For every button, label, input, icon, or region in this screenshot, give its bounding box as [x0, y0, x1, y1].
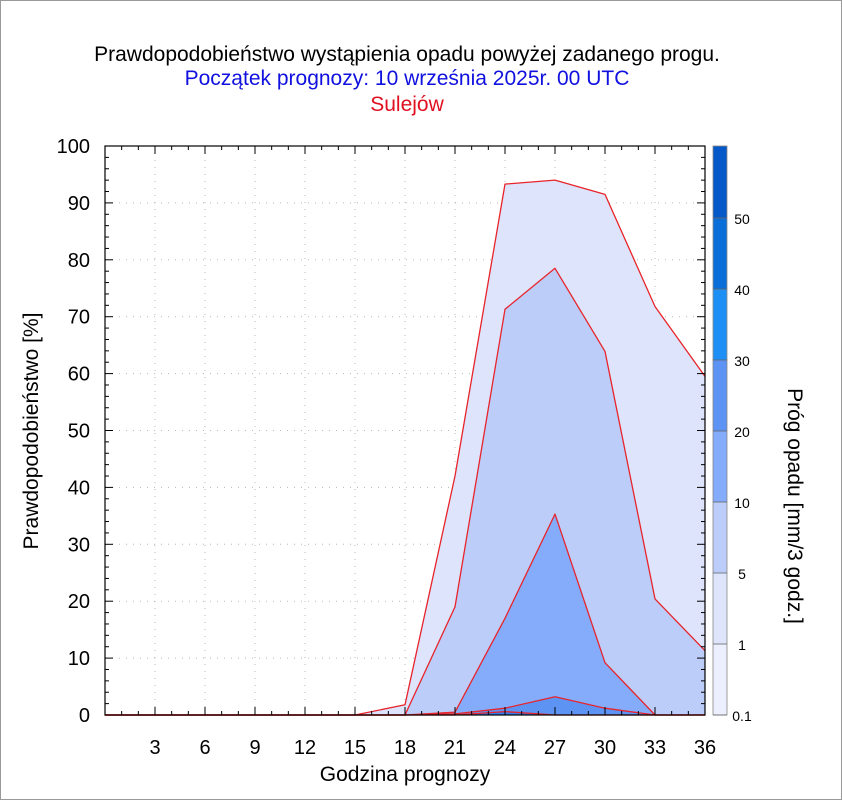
y-tick-label: 0 [79, 705, 90, 727]
y-axis-label: Prawdopodobieństwo [%] [20, 313, 43, 550]
colorbar-label-value: 10 [734, 495, 750, 511]
x-tick-label: 15 [344, 737, 366, 759]
colorbar-segment [713, 218, 727, 289]
x-tick-label: 21 [444, 737, 466, 759]
y-tick-label: 30 [68, 534, 90, 556]
x-tick-label: 9 [249, 737, 260, 759]
y-tick-label: 20 [68, 591, 90, 613]
y-tick-label: 100 [57, 136, 90, 158]
colorbar-label-value: 1 [738, 637, 746, 653]
chart-title: Prawdopodobieństwo wystąpienia opadu pow… [94, 43, 720, 66]
x-tick-label: 24 [494, 737, 516, 759]
x-tick-label: 18 [394, 737, 416, 759]
colorbar-segment [713, 289, 727, 360]
x-tick-label: 3 [149, 737, 160, 759]
x-tick-label: 36 [694, 737, 716, 759]
y-tick-label: 40 [68, 477, 90, 499]
colorbar-layer: 0.1 1 5 10 20 30 40 50 [712, 145, 752, 724]
colorbar-label-value: 40 [734, 282, 750, 298]
y-tick-label: 10 [68, 648, 90, 670]
x-tick-label: 6 [199, 737, 210, 759]
x-tick-label: 27 [544, 737, 566, 759]
x-tick-label: 30 [594, 737, 616, 759]
y-tick-label: 90 [68, 193, 90, 215]
x-axis-label: Godzina prognozy [320, 763, 491, 786]
chart-location: Sulejów [370, 93, 444, 116]
y-tick-label: 80 [68, 250, 90, 272]
colorbar-segment [713, 146, 727, 218]
y-tick-label: 60 [68, 364, 90, 386]
x-tick-label: 33 [644, 737, 666, 759]
colorbar-label-value: 5 [738, 566, 746, 582]
x-tick-label: 12 [294, 737, 316, 759]
colorbar-segment [713, 502, 727, 573]
colorbar-label-value: 20 [734, 424, 750, 440]
colorbar-label-value: 50 [734, 211, 750, 227]
colorbar-segment [713, 431, 727, 502]
colorbar-label-value: 30 [734, 353, 750, 369]
y-tick-label: 50 [68, 421, 90, 443]
colorbar-segment [713, 573, 727, 644]
colorbar-label-value: 0.1 [732, 708, 752, 724]
axis-layer: 3 6 9 12 15 18 21 24 27 30 33 360102030405060708090… [57, 136, 717, 759]
chart-subtitle: Początek prognozy: 10 września 2025r. 00… [184, 67, 630, 90]
colorbar-label: Próg opadu [mm/3 godz.] [783, 388, 806, 624]
area-series-2 [105, 514, 705, 715]
colorbar-segment [713, 360, 727, 431]
colorbar-segment [713, 644, 727, 715]
y-tick-label: 70 [68, 307, 90, 329]
